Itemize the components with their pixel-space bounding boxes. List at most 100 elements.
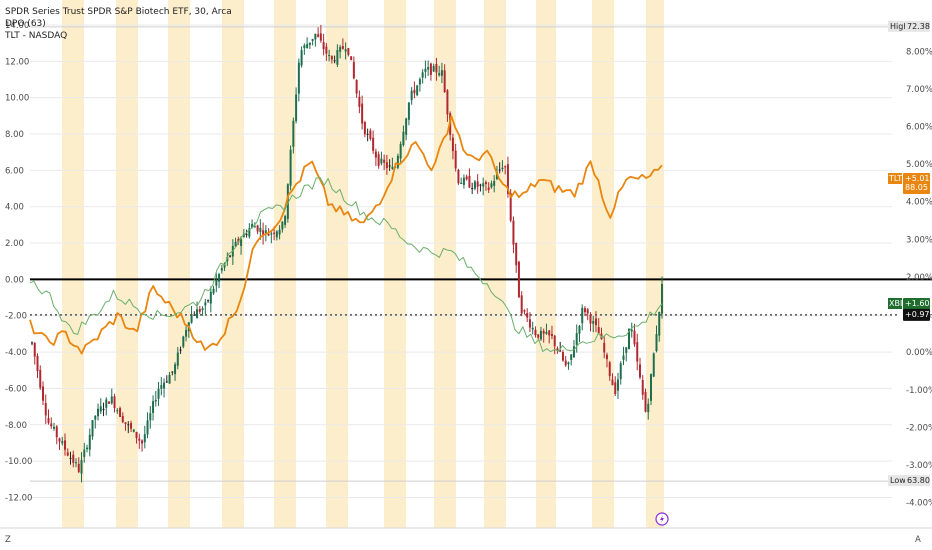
xbi-candle[interactable] — [284, 216, 287, 225]
xbi-candle[interactable] — [658, 311, 661, 336]
xbi-candle[interactable] — [113, 396, 116, 409]
xbi-candle[interactable] — [281, 221, 284, 230]
xbi-candle[interactable] — [292, 120, 295, 147]
xbi-candle[interactable] — [528, 319, 531, 328]
xbi-candle[interactable] — [504, 166, 507, 168]
xbi-candle[interactable] — [454, 150, 457, 169]
xbi-candle[interactable] — [108, 401, 111, 404]
xbi-candle[interactable] — [86, 447, 89, 450]
lightning-icon[interactable] — [655, 512, 669, 526]
xbi-candle[interactable] — [548, 330, 551, 336]
xbi-candle[interactable] — [297, 62, 300, 94]
corner-left-icon[interactable]: Z — [5, 535, 11, 545]
xbi-candle[interactable] — [410, 90, 413, 101]
xbi-candle[interactable] — [526, 313, 529, 318]
xbi-candle[interactable] — [627, 328, 630, 350]
xbi-candle[interactable] — [608, 362, 611, 377]
xbi-candle[interactable] — [570, 354, 573, 360]
xbi-candle[interactable] — [550, 334, 553, 336]
xbi-candle[interactable] — [47, 418, 50, 423]
xbi-candle[interactable] — [531, 327, 534, 330]
xbi-candle[interactable] — [490, 183, 493, 188]
xbi-candle[interactable] — [432, 66, 435, 72]
xbi-candle[interactable] — [198, 309, 201, 312]
xbi-candle[interactable] — [523, 310, 526, 312]
xbi-candle[interactable] — [50, 423, 53, 427]
legend-indicator[interactable]: DPO (63) — [5, 19, 46, 29]
xbi-candle[interactable] — [559, 350, 562, 352]
xbi-candle[interactable] — [141, 440, 144, 444]
xbi-candle[interactable] — [146, 420, 149, 435]
xbi-candle[interactable] — [171, 371, 174, 373]
xbi-candle[interactable] — [149, 413, 152, 421]
xbi-candle[interactable] — [259, 227, 262, 232]
xbi-candle[interactable] — [160, 385, 163, 389]
xbi-candle[interactable] — [622, 355, 625, 360]
xbi-candle[interactable] — [476, 181, 479, 187]
xbi-candle[interactable] — [69, 457, 72, 459]
xbi-candle[interactable] — [105, 399, 108, 408]
xbi-candle[interactable] — [545, 331, 548, 334]
xbi-candle[interactable] — [438, 73, 441, 76]
xbi-candle[interactable] — [130, 423, 133, 429]
xbi-candle[interactable] — [451, 137, 454, 152]
xbi-candle[interactable] — [31, 342, 33, 344]
xbi-candle[interactable] — [638, 364, 641, 378]
xbi-candle[interactable] — [385, 162, 388, 168]
xbi-candle[interactable] — [487, 187, 490, 190]
xbi-candle[interactable] — [33, 342, 36, 357]
xbi-candle[interactable] — [119, 408, 122, 417]
xbi-candle[interactable] — [355, 80, 358, 94]
xbi-candle[interactable] — [330, 56, 333, 60]
plot-area[interactable] — [29, 24, 932, 483]
xbi-candle[interactable] — [193, 314, 196, 316]
xbi-candle[interactable] — [589, 314, 592, 324]
xbi-candle[interactable] — [347, 48, 350, 55]
xbi-candle[interactable] — [44, 403, 47, 416]
xbi-candle[interactable] — [174, 364, 177, 375]
xbi-candle[interactable] — [99, 406, 102, 412]
xbi-candle[interactable] — [614, 382, 617, 395]
xbi-candle[interactable] — [209, 291, 212, 304]
xbi-candle[interactable] — [520, 295, 523, 314]
xbi-candle[interactable] — [179, 349, 182, 351]
legend-compare[interactable]: TLT - NASDAQ — [4, 31, 67, 41]
xbi-candle[interactable] — [58, 438, 61, 442]
xbi-candle[interactable] — [443, 70, 446, 93]
xbi-candle[interactable] — [597, 327, 600, 334]
xbi-candle[interactable] — [132, 429, 135, 432]
xbi-candle[interactable] — [135, 432, 138, 439]
dpo-line[interactable] — [29, 177, 663, 353]
xbi-candle[interactable] — [168, 374, 171, 384]
xbi-candle[interactable] — [322, 42, 325, 50]
xbi-candle[interactable] — [380, 158, 383, 164]
xbi-candle[interactable] — [374, 151, 377, 158]
xbi-candle[interactable] — [157, 388, 160, 399]
xbi-candle[interactable] — [190, 314, 193, 323]
xbi-candle[interactable] — [625, 347, 628, 353]
xbi-candle[interactable] — [102, 408, 105, 410]
xbi-candle[interactable] — [462, 177, 465, 185]
xbi-candle[interactable] — [575, 333, 578, 345]
xbi-candle[interactable] — [358, 96, 361, 107]
xbi-candle[interactable] — [127, 424, 130, 426]
xbi-candle[interactable] — [289, 149, 292, 186]
xbi-candle[interactable] — [42, 386, 45, 401]
xbi-candle[interactable] — [196, 309, 199, 319]
xbi-candle[interactable] — [446, 90, 449, 115]
xbi-candle[interactable] — [341, 46, 344, 49]
xbi-candle[interactable] — [143, 434, 146, 443]
xbi-candle[interactable] — [121, 415, 124, 423]
xbi-candle[interactable] — [270, 233, 273, 235]
xbi-candle[interactable] — [619, 363, 622, 380]
xbi-candle[interactable] — [564, 360, 567, 366]
xbi-candle[interactable] — [83, 449, 86, 457]
xbi-candle[interactable] — [308, 42, 311, 45]
xbi-candle[interactable] — [396, 155, 399, 168]
xbi-candle[interactable] — [418, 79, 421, 85]
xbi-candle[interactable] — [361, 103, 364, 124]
xbi-candle[interactable] — [207, 300, 210, 302]
xbi-candle[interactable] — [319, 33, 322, 41]
xbi-candle[interactable] — [605, 354, 608, 360]
xbi-candle[interactable] — [473, 181, 476, 189]
